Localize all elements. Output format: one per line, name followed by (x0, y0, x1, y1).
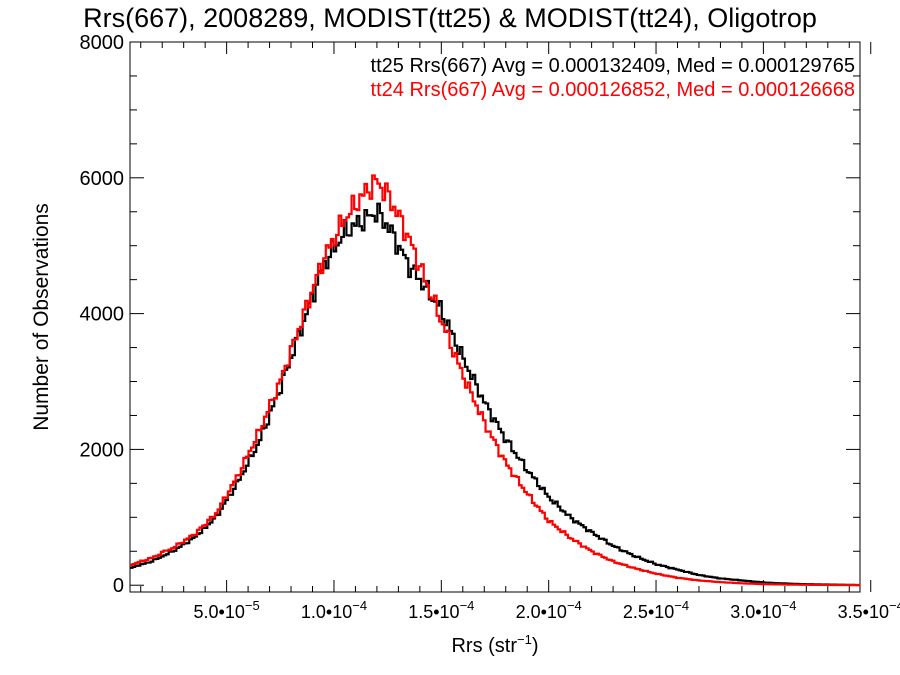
x-tick-label-mantissa-0: 5.0•10 (194, 602, 245, 622)
x-tick-label-mantissa-4: 2.5•10 (623, 602, 674, 622)
x-tick-label-exponent-4: −4 (674, 598, 689, 613)
x-tick-label-5: 3.0•10−4 (730, 598, 796, 622)
y-tick-label-4: 8000 (80, 32, 125, 54)
x-tick-label-exponent-3: −4 (567, 598, 582, 613)
x-tick-label-mantissa-6: 3.5•10 (838, 602, 889, 622)
x-tick-label-3: 2.0•10−4 (516, 598, 582, 622)
y-axis: 0 2000 4000 6000 8000 (80, 32, 860, 597)
x-axis-label-close: ) (532, 635, 539, 657)
x-tick-label-exponent-1: −4 (352, 598, 367, 613)
y-tick-label-3: 6000 (80, 168, 125, 190)
x-tick-label-mantissa-5: 3.0•10 (730, 602, 781, 622)
x-tick-label-0: 5.0•10−5 (194, 598, 260, 622)
x-tick-label-4: 2.5•10−4 (623, 598, 689, 622)
series-line-tt25 (130, 202, 861, 587)
plot-frame (129, 41, 861, 593)
y-tick-label-2: 4000 (80, 304, 125, 326)
x-tick-label-mantissa-1: 1.0•10 (301, 602, 352, 622)
x-tick-label-exponent-5: −4 (782, 598, 797, 613)
x-tick-label-exponent-6: −4 (889, 598, 900, 613)
x-axis-label-superscript: −1 (517, 632, 532, 647)
x-axis: 5.0•10−5 1.0•10−4 1.5•10−4 2.0•10−4 2.5•10−4… (140, 42, 900, 622)
x-tick-label-1: 1.0•10−4 (301, 598, 367, 622)
x-tick-label-mantissa-2: 1.5•10 (408, 602, 459, 622)
chart-title: Rrs(667), 2008289, MODIST(tt25) & MODIST… (83, 3, 817, 33)
y-axis-label: Number of Observations (30, 203, 53, 431)
series-annotation-tt24: tt24 Rrs(667) Avg = 0.000126852, Med = 0… (371, 79, 855, 101)
x-tick-label-6: 3.5•10−4 (838, 598, 900, 622)
series-layer (130, 174, 861, 587)
series-line-tt24 (130, 174, 861, 587)
x-tick-label-exponent-0: −5 (245, 598, 260, 613)
x-tick-label-exponent-2: −4 (460, 598, 475, 613)
x-axis-label: Rrs (str−1) (451, 632, 538, 657)
y-tick-label-1: 2000 (80, 439, 125, 461)
x-tick-label-2: 1.5•10−4 (408, 598, 474, 622)
y-tick-label-0: 0 (113, 575, 124, 597)
x-axis-label-main: Rrs (str (451, 635, 517, 657)
series-annotation-tt25: tt25 Rrs(667) Avg = 0.000132409, Med = 0… (371, 55, 855, 77)
x-tick-label-mantissa-3: 2.0•10 (516, 602, 567, 622)
